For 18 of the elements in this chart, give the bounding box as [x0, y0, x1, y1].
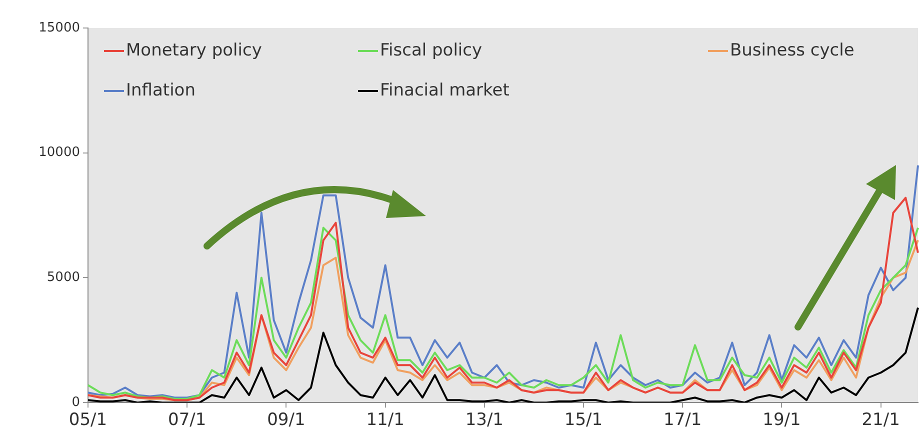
legend-label: Monetary policy: [126, 40, 262, 60]
y-tick-label: 15000: [38, 20, 80, 36]
y-tick-label: 10000: [38, 145, 80, 160]
x-tick-label: 09/1: [267, 410, 306, 430]
x-tick-label: 19/1: [762, 410, 801, 430]
x-tick-label: 07/1: [168, 410, 206, 430]
legend-label: Finacial market: [380, 80, 510, 100]
legend-label: Inflation: [126, 80, 196, 100]
x-tick-label: 17/1: [664, 410, 702, 430]
legend-label: Business cycle: [730, 40, 854, 60]
x-tick-label: 15/1: [564, 410, 603, 430]
x-tick-label: 13/1: [465, 410, 504, 430]
x-tick-label: 11/1: [366, 410, 404, 430]
y-tick-label: 0: [72, 394, 80, 410]
legend-label: Fiscal policy: [380, 40, 482, 60]
x-tick-label: 21/1: [862, 410, 900, 430]
y-tick-label: 5000: [46, 270, 80, 286]
x-tick-label: 05/1: [68, 410, 108, 430]
